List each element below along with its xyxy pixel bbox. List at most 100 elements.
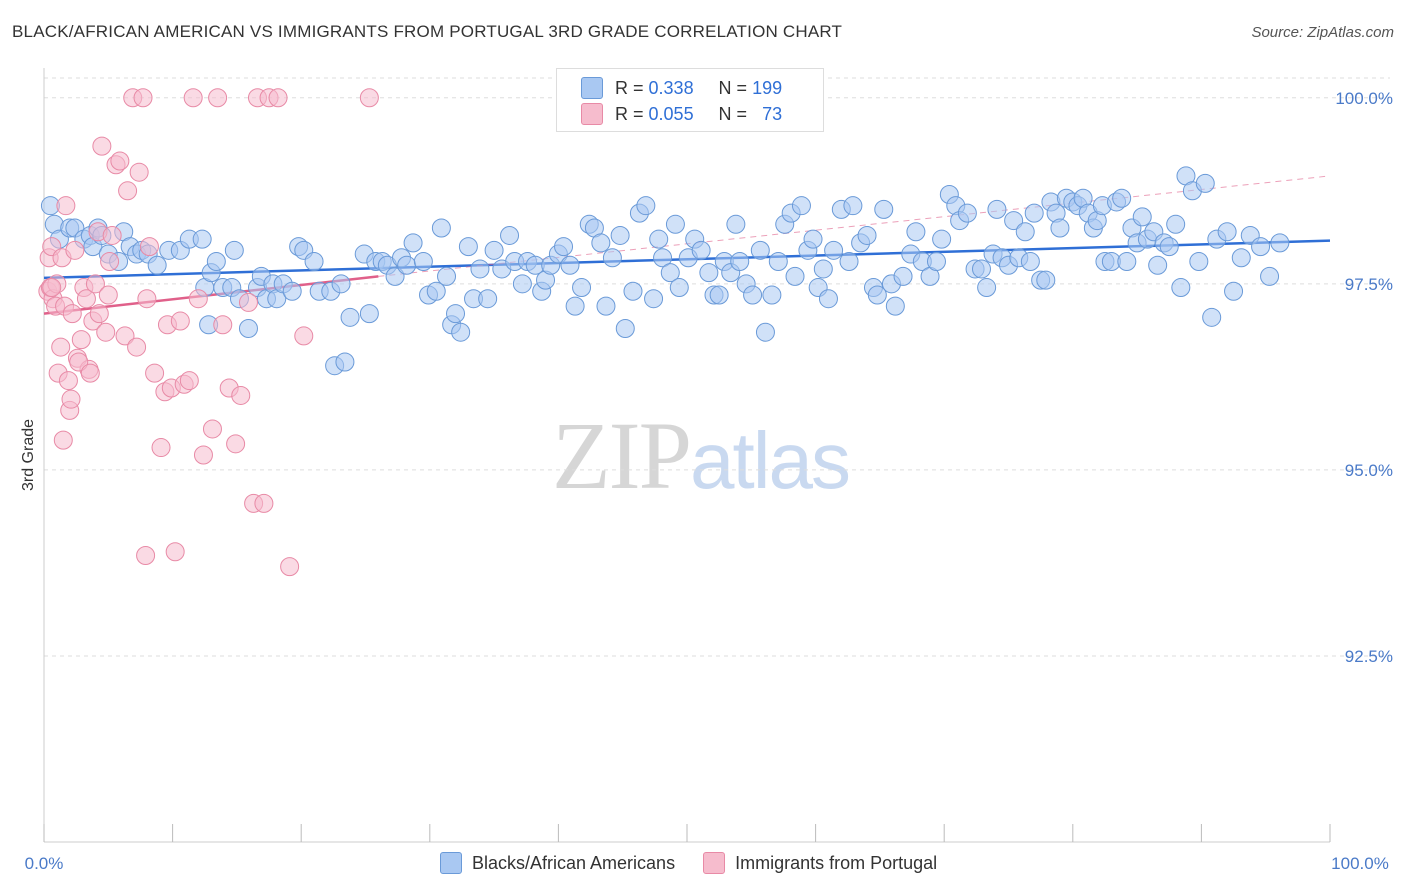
blue-point xyxy=(572,278,592,298)
legend-row-pink: R = 0.055 N = 73 xyxy=(581,101,782,127)
blue-point xyxy=(1195,173,1215,193)
blue-point xyxy=(623,281,643,301)
pink-point xyxy=(102,225,122,245)
blue-point xyxy=(1202,307,1222,327)
pink-point xyxy=(51,337,71,357)
blue-point xyxy=(1189,252,1209,271)
blue-point xyxy=(397,255,417,275)
blue-point xyxy=(926,252,946,271)
blue-point xyxy=(987,199,1007,219)
blue-point xyxy=(803,229,823,249)
source-label: Source: ZipAtlas.com xyxy=(1251,24,1394,41)
blue-point xyxy=(1231,248,1251,268)
data-points xyxy=(38,88,1290,577)
blue-point xyxy=(1251,237,1271,257)
blue-point xyxy=(192,229,212,249)
pink-point xyxy=(193,445,213,465)
blue-point xyxy=(238,318,258,338)
blue-point xyxy=(691,240,711,260)
blue-point xyxy=(660,263,680,283)
blue-point xyxy=(906,222,926,242)
tick-labels: 92.5% 95.0% 97.5% 100.0% 0.0% 100.0% 3rd Grade xyxy=(20,89,1393,873)
blue-swatch xyxy=(581,77,603,99)
y-tick-label: 100.0% xyxy=(1335,89,1393,108)
pink-point xyxy=(76,289,96,309)
blue-point xyxy=(224,240,244,260)
correlation-legend: R = 0.338 N = 199 R = 0.055 N = 73 xyxy=(556,68,824,132)
x-tick-label: 0.0% xyxy=(25,854,64,873)
pink-point xyxy=(208,88,228,108)
blue-point xyxy=(867,285,887,305)
blue-point xyxy=(512,274,532,294)
blue-point xyxy=(1050,218,1070,238)
blue-point xyxy=(726,214,746,234)
blue-point xyxy=(1117,252,1137,271)
pink-point xyxy=(165,542,185,562)
pink-point xyxy=(137,289,157,309)
blue-point xyxy=(484,240,504,260)
pink-point xyxy=(202,419,222,439)
blue-point xyxy=(857,225,877,245)
pink-point xyxy=(268,88,288,108)
pink-point xyxy=(110,151,130,171)
blue-point xyxy=(636,196,656,216)
legend-r-label: R = xyxy=(615,103,644,124)
blue-point xyxy=(591,233,611,253)
pink-point xyxy=(96,322,116,342)
pink-point xyxy=(42,278,62,298)
pink-point xyxy=(170,311,190,331)
legend-n-label: N = xyxy=(718,103,748,124)
blue-point xyxy=(554,237,574,257)
y-tick-label: 92.5% xyxy=(1345,647,1393,666)
blue-point xyxy=(206,252,226,271)
axes xyxy=(43,68,1331,843)
pink-point xyxy=(213,315,233,335)
pink-point xyxy=(118,181,138,201)
pink-point xyxy=(127,337,147,357)
blue-point xyxy=(843,196,863,216)
y-axis-label: 3rd Grade xyxy=(20,419,37,491)
blue-point xyxy=(615,318,635,338)
pink-point xyxy=(100,252,120,271)
pink-point xyxy=(69,352,89,372)
blue-point xyxy=(1148,255,1168,275)
pink-point xyxy=(183,88,203,108)
blue-point xyxy=(699,263,719,283)
pink-point xyxy=(56,196,76,216)
pink-point xyxy=(129,162,149,182)
blue-point xyxy=(791,196,811,216)
legend-row-blue: R = 0.338 N = 199 xyxy=(581,75,782,101)
blue-point xyxy=(818,289,838,309)
y-tick-label: 97.5% xyxy=(1345,275,1393,294)
blue-point xyxy=(1260,266,1280,286)
pink-point xyxy=(294,326,314,346)
blue-point xyxy=(669,278,689,298)
blue-point xyxy=(743,285,763,305)
blue-point xyxy=(385,266,405,286)
blue-point xyxy=(560,255,580,275)
legend-item-blacks: Blacks/African Americans xyxy=(440,852,675,874)
pink-point xyxy=(238,292,258,312)
blue-point xyxy=(359,304,379,324)
pink-point xyxy=(98,285,118,305)
blue-point xyxy=(565,296,585,316)
pink-point xyxy=(80,363,100,383)
pink-swatch xyxy=(703,852,726,874)
chart-title: BLACK/AFRICAN AMERICAN VS IMMIGRANTS FRO… xyxy=(12,22,843,41)
blue-point xyxy=(500,225,520,245)
blue-point xyxy=(437,266,457,286)
legend-n-value: 73 xyxy=(762,103,783,124)
blue-point xyxy=(1020,252,1040,271)
pink-point xyxy=(136,545,156,565)
blue-point xyxy=(768,252,788,271)
blue-point xyxy=(755,322,775,342)
blue-point xyxy=(340,307,360,327)
pink-point xyxy=(85,274,105,294)
pink-point xyxy=(359,88,379,108)
blue-swatch xyxy=(440,852,462,874)
watermark: ZIPatlas xyxy=(552,400,851,511)
pink-point xyxy=(151,438,171,458)
blue-point xyxy=(1112,188,1132,208)
legend-n-label: N = xyxy=(718,77,748,98)
